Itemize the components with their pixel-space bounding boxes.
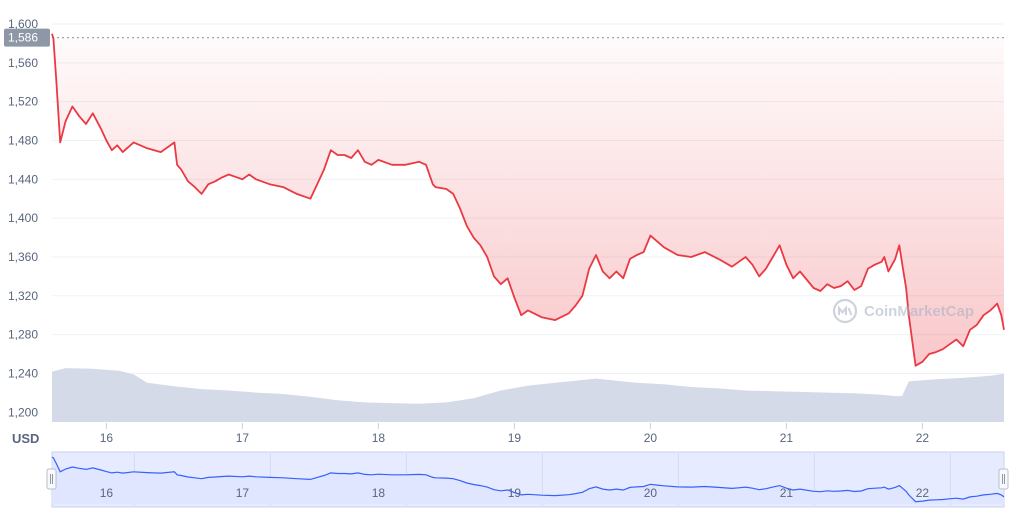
y-tick-label: 1,480 (8, 133, 38, 147)
watermark-text: CoinMarketCap (864, 302, 975, 320)
y-tick-label: 1,200 (8, 405, 38, 419)
y-tick-label: 1,560 (8, 56, 38, 70)
x-tick-label: 20 (644, 431, 658, 445)
watermark: CoinMarketCap (832, 298, 974, 324)
y-tick-label: 1,280 (8, 328, 38, 342)
navigator-tick-label: 19 (508, 486, 522, 500)
volume-area (52, 368, 1004, 422)
price-area-fill (52, 33, 1004, 366)
y-tick-label: 1,600 (8, 17, 38, 31)
price-line-path (51, 33, 1005, 367)
y-tick-label: 1,440 (8, 172, 38, 186)
navigator-right-handle[interactable] (998, 468, 1009, 490)
coinmarketcap-logo-icon (832, 298, 858, 324)
x-tick-label: 16 (100, 431, 114, 445)
y-tick-label: 1,320 (8, 289, 38, 303)
current-price-badge: 1,586 (4, 28, 50, 47)
price-area (52, 33, 1004, 366)
navigator-tick-label: 20 (644, 486, 658, 500)
navigator-tick-label: 16 (100, 486, 114, 500)
navigator-tick-label: 21 (780, 486, 794, 500)
x-tick-label: 17 (236, 431, 250, 445)
current-price-badge-box (4, 28, 50, 47)
x-tick-label: 21 (780, 431, 794, 445)
y-axis-ticks: 1,200 1,240 1,280 1,320 1,360 1,400 1,440 1,480… (8, 17, 38, 419)
x-tick-label: 22 (916, 431, 930, 445)
navigator-tick-label: 22 (916, 486, 930, 500)
range-navigator[interactable]: 16 17 18 19 20 21 22 (46, 451, 1009, 508)
y-tick-label: 1,360 (8, 250, 38, 264)
navigator-line-path (51, 456, 1005, 503)
navigator-ticks: 16 17 18 19 20 21 22 (100, 486, 930, 500)
x-tick-label: 18 (372, 431, 386, 445)
navigator-left-handle[interactable] (46, 468, 57, 490)
volume-shape (52, 368, 1004, 422)
navigator-line (51, 456, 1005, 504)
navigator-tick-label: 18 (372, 486, 386, 500)
x-axis-ticks: 16 17 18 19 20 21 22 (100, 423, 930, 445)
navigator-area (52, 457, 1004, 504)
y-tick-label: 1,240 (8, 366, 38, 380)
y-tick-label: 1,400 (8, 211, 38, 225)
navigator-tick-label: 17 (236, 486, 250, 500)
y-tick-label: 1,520 (8, 95, 38, 109)
price-line (51, 33, 1005, 367)
current-price-badge-label: 1,586 (8, 31, 38, 45)
x-tick-label: 19 (508, 431, 522, 445)
currency-unit-label: USD (12, 431, 40, 446)
